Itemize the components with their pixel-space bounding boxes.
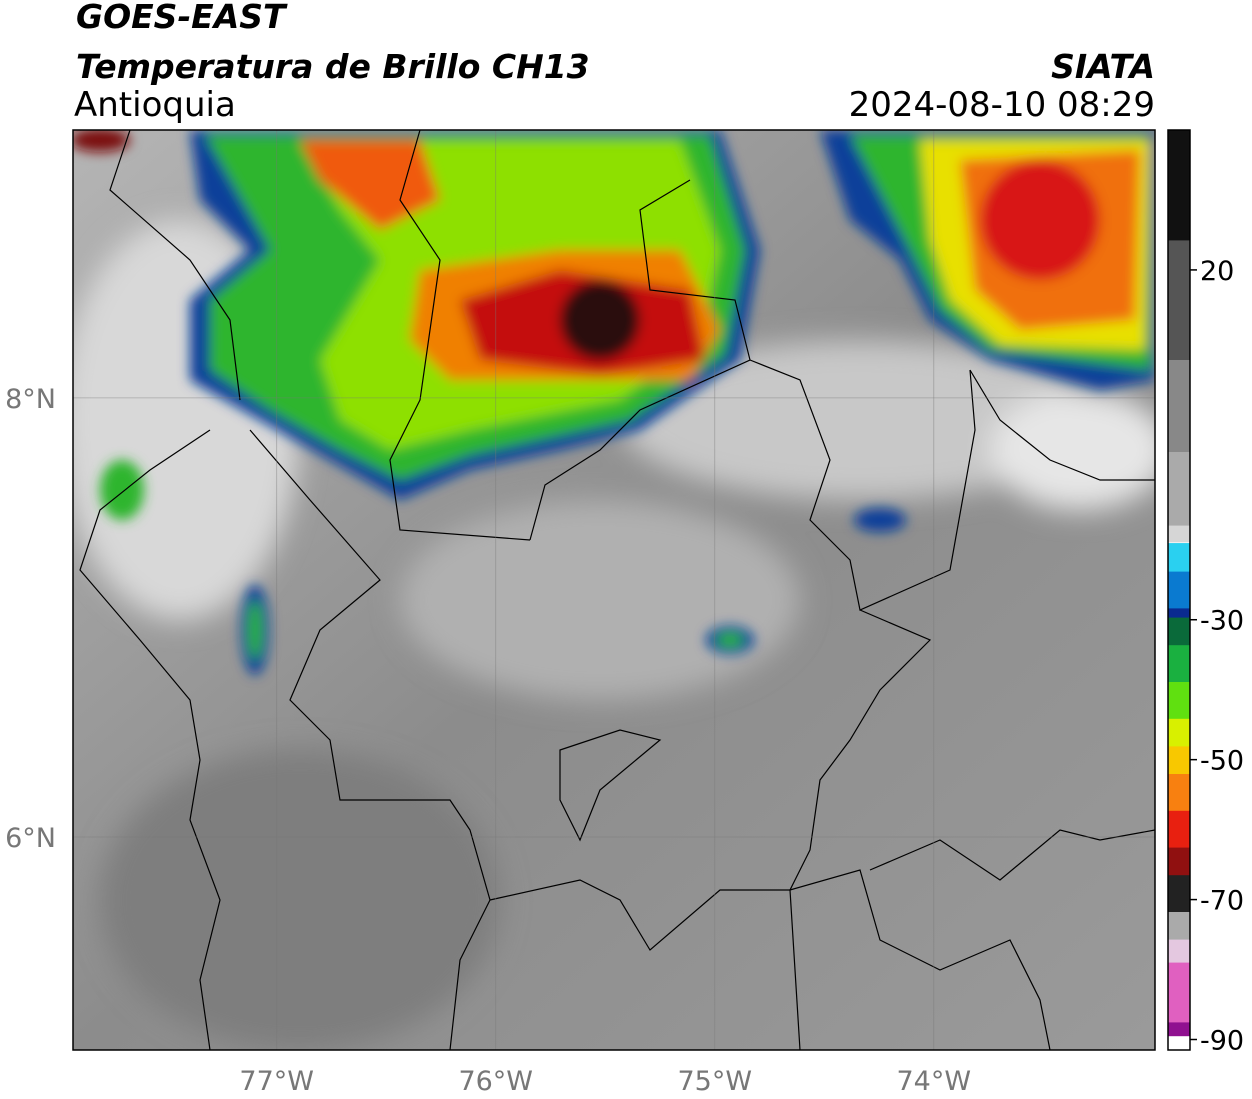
region: Antioquia [74, 85, 236, 125]
colorbar-segment [1168, 543, 1190, 573]
colorbar-segment [1168, 962, 1190, 1023]
colorbar-segment [1168, 718, 1190, 747]
colorbar-segment [1168, 645, 1190, 683]
colorbar: 20 -30 -50 -70 -90 [1168, 130, 1244, 1057]
source: SIATA [1051, 47, 1155, 86]
subtitle: Temperatura de Brillo CH13 [76, 47, 590, 86]
lon-tick-label: 76°W [458, 1066, 533, 1097]
colorbar-tick-label: -70 [1200, 886, 1244, 917]
colorbar-tick-label: -30 [1200, 606, 1244, 637]
colorbar-segment [1168, 525, 1190, 543]
colorbar-segment [1168, 542, 1190, 544]
lon-tick-label: 75°W [677, 1066, 752, 1097]
colorbar-segment [1168, 810, 1190, 849]
colorbar-tick-label: 20 [1200, 256, 1234, 287]
graticule: 77°W 76°W 75°W 74°W 8°N 6°N [5, 130, 1155, 1097]
colorbar-segment [1168, 939, 1190, 964]
lat-tick-label: 6°N [5, 823, 56, 854]
colorbar-segment [1168, 1022, 1190, 1037]
borders [79, 130, 1155, 1050]
colorbar-segment [1168, 746, 1190, 775]
colorbar-segment [1168, 682, 1190, 720]
datetime: 2024-08-10 08:29 [849, 85, 1155, 125]
lat-tick-label: 8°N [5, 384, 56, 415]
colorbar-segment [1168, 847, 1190, 876]
lon-tick-label: 74°W [897, 1066, 972, 1097]
satellite-image [73, 130, 1155, 1050]
colorbar-segment [1168, 452, 1190, 527]
colorbar-segment [1168, 571, 1190, 609]
colorbar-segment [1168, 1036, 1190, 1051]
colorbar-segment [1168, 875, 1190, 913]
colorbar-segment [1168, 240, 1190, 361]
map-frame [72, 129, 1156, 1051]
lon-tick-label: 77°W [239, 1066, 314, 1097]
colorbar-frame [1167, 129, 1191, 1051]
colorbar-tick-label: -90 [1200, 1026, 1244, 1057]
title: GOES-EAST [76, 0, 288, 36]
colorbar-segment [1168, 774, 1190, 812]
colorbar-segment [1168, 608, 1190, 619]
colorbar-segment [1168, 912, 1190, 941]
colorbar-segment [1168, 360, 1190, 453]
colorbar-segment [1168, 617, 1190, 646]
colorbar-tick-label: -50 [1200, 746, 1244, 777]
colorbar-segment [1168, 130, 1190, 241]
